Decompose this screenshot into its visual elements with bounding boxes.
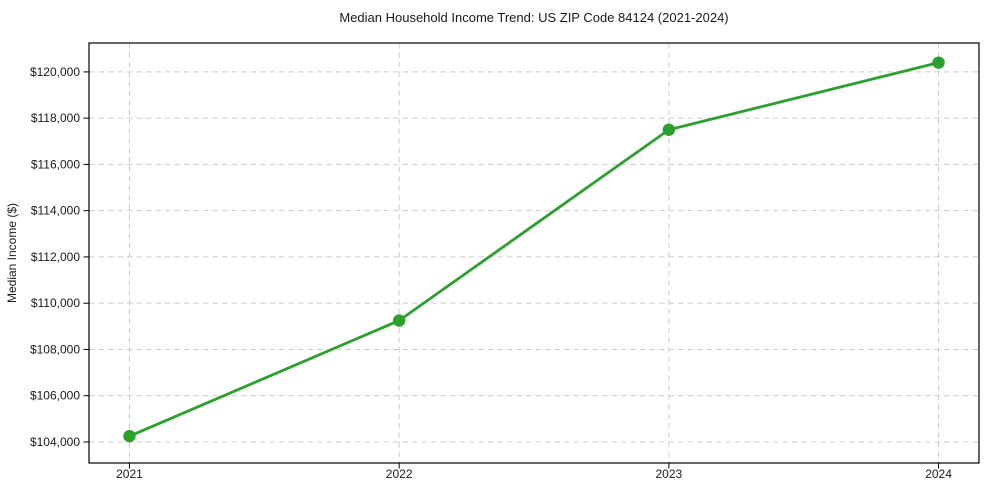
x-tick-label: 2021 <box>116 467 143 481</box>
data-point-2024 <box>932 56 945 69</box>
plot-frame <box>88 42 980 464</box>
x-tick-label: 2024 <box>925 467 952 481</box>
y-tick-label: $116,000 <box>31 157 80 171</box>
tick-label-layer: $104,000 $106,000 $108,000 $110,000 $112,000… <box>30 65 952 481</box>
y-tick-label: $104,000 <box>30 435 80 449</box>
y-tick-label: $110,000 <box>31 296 80 310</box>
series-layer <box>123 56 945 443</box>
tick-layer <box>83 71 940 469</box>
y-tick-label: $118,000 <box>31 111 80 125</box>
data-point-2021 <box>123 429 136 443</box>
y-axis-title: Median Income ($) <box>5 203 19 303</box>
x-tick-label: 2022 <box>386 467 413 481</box>
data-point-2023 <box>662 123 676 136</box>
chart-title: Median Household Income Trend: US ZIP Co… <box>339 10 728 25</box>
trend-line <box>128 61 940 438</box>
y-tick-label: $120,000 <box>30 65 80 79</box>
y-tick-label: $112,000 <box>31 250 80 264</box>
y-tick-label: $106,000 <box>30 389 80 403</box>
y-tick-label: $108,000 <box>30 342 80 356</box>
x-tick-label: 2023 <box>655 467 682 481</box>
grid-layer <box>89 43 979 463</box>
data-point-2022 <box>392 314 406 327</box>
y-tick-label: $114,000 <box>31 204 80 218</box>
